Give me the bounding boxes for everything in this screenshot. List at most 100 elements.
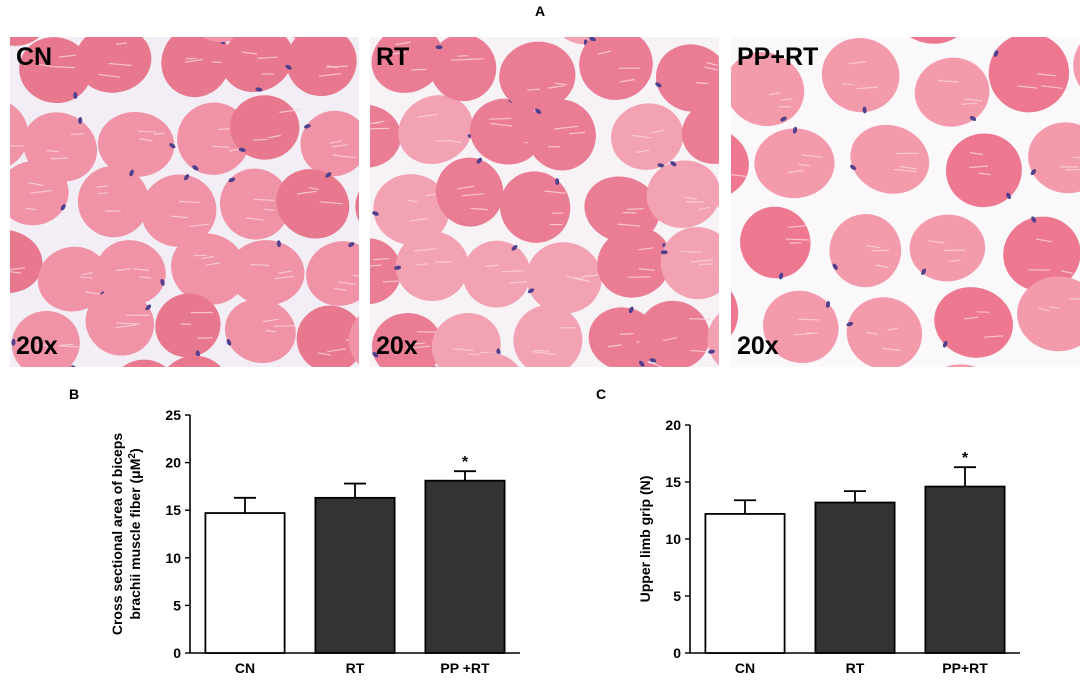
fiber-striation	[638, 247, 653, 251]
fiber-striation	[406, 345, 431, 350]
nucleus	[394, 265, 402, 270]
muscle-fiber	[10, 99, 29, 170]
muscle-fiber	[161, 37, 231, 98]
fiber-striation	[82, 272, 93, 276]
y-tick-label: 15	[165, 502, 181, 518]
fiber-striation	[697, 206, 710, 211]
fiber-striation	[788, 169, 804, 174]
fiber-striation	[253, 138, 268, 141]
muscle-fiber	[850, 124, 930, 194]
fiber-striation	[137, 130, 157, 133]
nucleus	[708, 349, 715, 354]
fiber-striation	[333, 287, 347, 291]
fiber-striation	[36, 344, 48, 347]
fiber-striation	[46, 149, 59, 153]
fiber-striation	[887, 327, 899, 331]
chart-grip-strength: 0 5 10 15 20 CN RT PP+RT * Upper limb grip (N)	[630, 400, 1070, 683]
group-label: CN	[16, 43, 53, 71]
muscle-fiber	[821, 37, 900, 113]
nucleus	[238, 147, 246, 152]
fiber-striation	[793, 332, 813, 336]
muscle-fiber	[395, 231, 469, 302]
fiber-striation	[978, 172, 991, 176]
nucleus	[969, 116, 977, 121]
fiber-striation	[866, 245, 881, 249]
fiber-striation	[211, 145, 230, 149]
nucleus	[780, 116, 787, 122]
panel-letter-b: B	[69, 386, 80, 402]
muscle-fiber	[1028, 122, 1080, 194]
fiber-striation	[547, 85, 565, 89]
y-axis-label: Cross sectional area of biceps	[109, 433, 125, 636]
nucleus	[255, 87, 263, 92]
fiber-striation	[485, 264, 499, 268]
fiber-striation	[731, 173, 748, 178]
fiber-striation	[598, 50, 612, 55]
nucleus	[169, 143, 176, 149]
fiber-striation	[279, 108, 301, 113]
y-tick-label: 5	[173, 597, 181, 613]
muscle-fiber	[37, 246, 109, 312]
nucleus	[372, 352, 379, 358]
muscle-fiber	[141, 174, 217, 247]
fiber-striation	[788, 225, 807, 228]
muscle-fiber	[462, 240, 531, 308]
group-label: RT	[376, 43, 410, 71]
muscle-fiber	[286, 37, 357, 97]
micrograph-cn: CN 20x	[10, 37, 359, 367]
panel-letter-c: C	[596, 386, 607, 402]
nucleus	[73, 91, 78, 99]
muscle-fiber	[470, 98, 544, 165]
muscle-fiber	[95, 240, 166, 305]
fiber-striation	[534, 349, 550, 352]
fiber-striation	[37, 63, 54, 68]
muscle-fiber	[11, 310, 80, 367]
nucleus	[325, 172, 332, 178]
fiber-striation	[30, 189, 53, 194]
fiber-striation	[262, 318, 279, 323]
nucleus	[160, 279, 165, 286]
muscle-fiber	[370, 238, 402, 305]
nucleus	[660, 250, 668, 255]
nucleus	[942, 340, 948, 348]
nucleus	[862, 106, 867, 114]
nucleus	[555, 178, 560, 186]
muscle-fiber	[155, 293, 221, 358]
fiber-striation	[85, 291, 100, 295]
fiber-striation	[566, 275, 584, 280]
bar	[704, 513, 786, 654]
fiber-striation	[409, 218, 428, 222]
nucleus	[589, 37, 596, 42]
fiber-striation	[490, 122, 513, 127]
fiber-striation	[412, 342, 425, 345]
muscle-fiber	[75, 37, 152, 93]
fiber-striation	[948, 259, 961, 262]
fiber-striation	[1017, 85, 1038, 89]
fiber-striation	[257, 56, 278, 59]
y-axis-label: brachii muscle fiber (μM2)	[127, 448, 144, 619]
muscle-fiber	[276, 169, 350, 239]
fiber-striation	[395, 41, 412, 46]
fiber-striation	[797, 318, 820, 321]
fiber-striation	[690, 349, 708, 353]
fiber-striation	[468, 353, 480, 356]
fiber-striation	[1036, 238, 1052, 243]
fiber-striation	[274, 275, 294, 280]
muscle-fiber	[219, 168, 291, 240]
fiber-striation	[871, 249, 890, 252]
fiber-striation	[635, 149, 650, 154]
y-tick-label: 20	[665, 417, 681, 433]
fiber-striation	[297, 190, 317, 195]
nucleus	[60, 204, 66, 211]
muscle-fiber	[77, 165, 149, 238]
magnification-label: 20x	[376, 332, 418, 360]
fiber-striation	[544, 190, 566, 194]
fiber-striation	[801, 154, 823, 158]
muscle-fiber	[429, 37, 497, 102]
muscle-fiber	[526, 242, 602, 314]
fiber-striation	[329, 140, 343, 144]
x-tick-label: PP+RT	[942, 660, 988, 676]
fiber-striation	[332, 154, 356, 159]
y-tick-label: 5	[673, 588, 681, 604]
fiber-striation	[798, 163, 810, 167]
